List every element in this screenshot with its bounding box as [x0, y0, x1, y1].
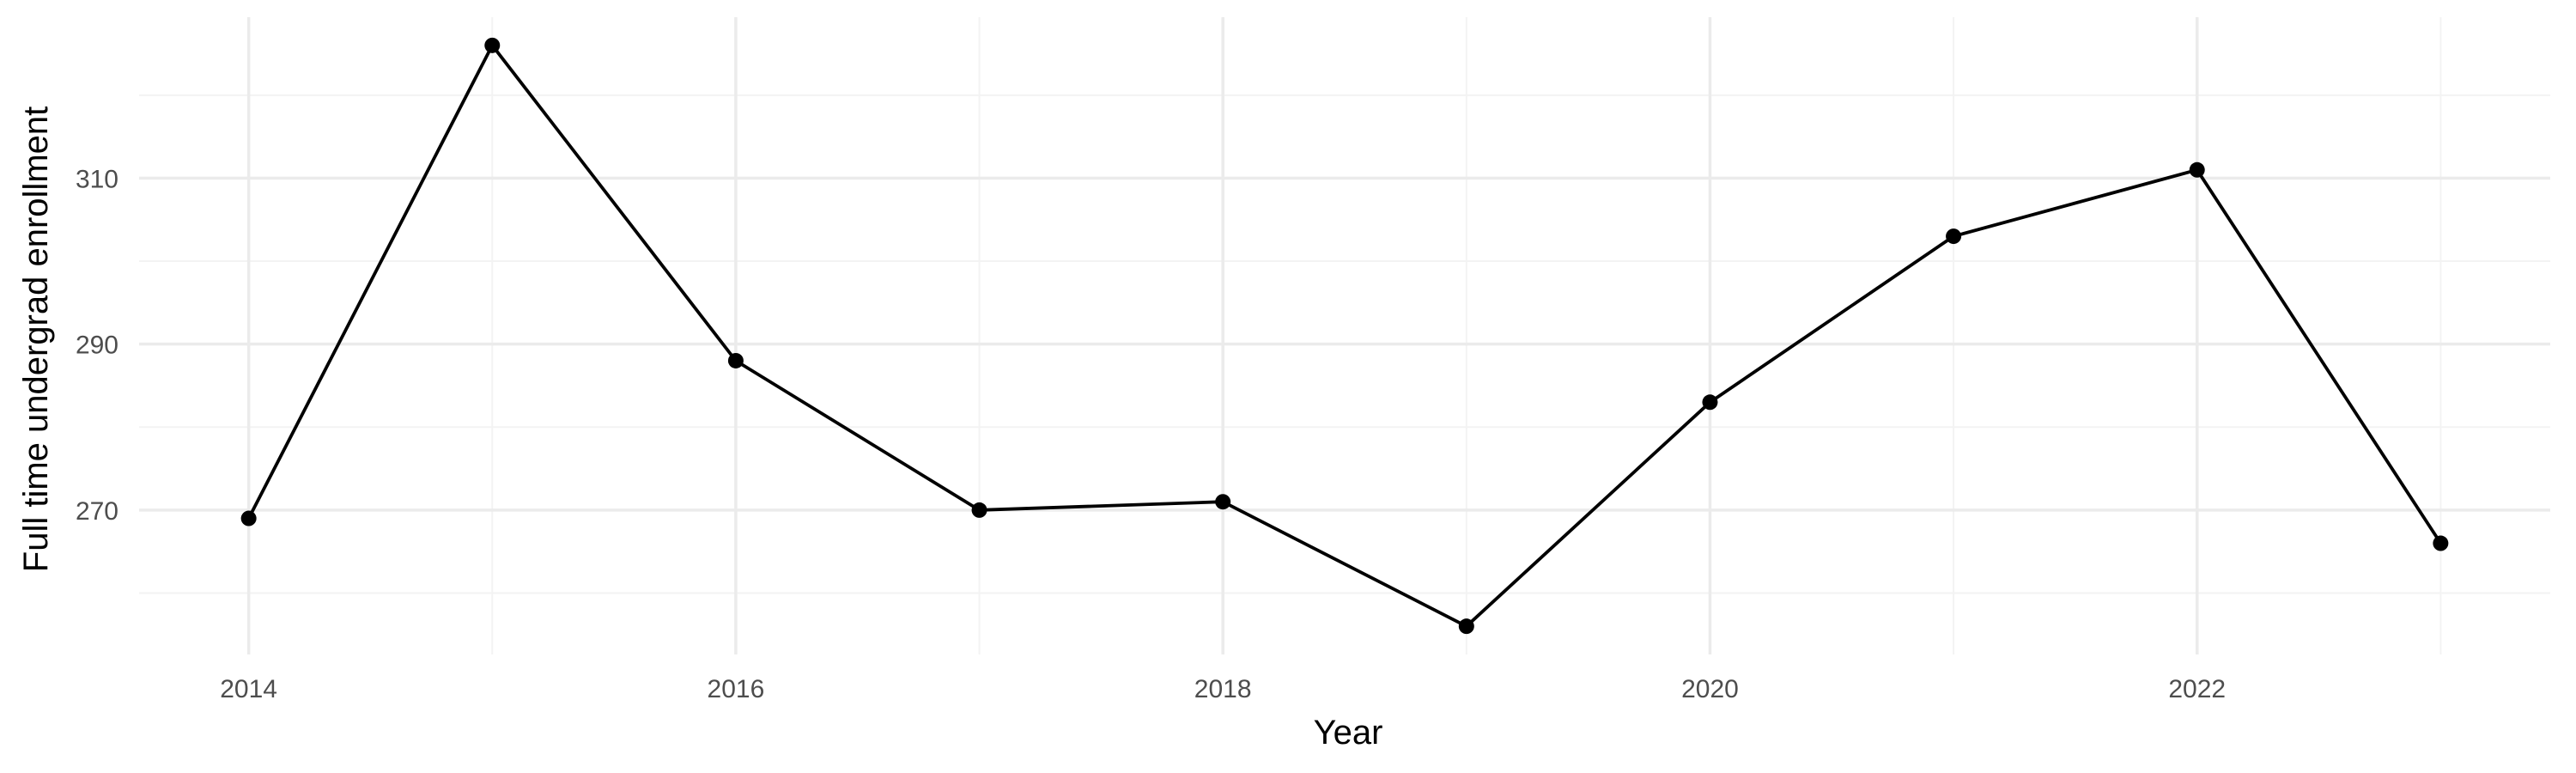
data-point-2021 — [1946, 228, 1962, 245]
data-point-2014 — [240, 510, 257, 526]
data-point-2015 — [484, 37, 501, 53]
y-axis-title: Full time undergrad enrollment — [17, 107, 55, 572]
series-line — [246, 43, 2442, 629]
y-tick-labels: 270 290 310 — [76, 165, 118, 525]
x-tick-label: 2020 — [1681, 675, 1739, 703]
data-point-2016 — [727, 352, 744, 368]
grid-lines — [139, 17, 2550, 654]
x-tick-label: 2018 — [1194, 675, 1252, 703]
y-tick-label: 270 — [76, 497, 118, 526]
x-tick-label: 2022 — [2168, 675, 2226, 703]
y-tick-label: 310 — [76, 165, 118, 193]
x-tick-labels: 2014 2016 2018 2020 2022 — [220, 675, 2226, 703]
data-point-2018 — [1215, 494, 1231, 510]
x-tick-label: 2016 — [708, 675, 765, 703]
x-axis-title: Year — [1314, 714, 1383, 752]
data-point-2023 — [2433, 535, 2449, 551]
data-point-2017 — [971, 502, 987, 518]
x-tick-label: 2014 — [220, 675, 277, 703]
data-point-2019 — [1458, 618, 1474, 635]
y-tick-label: 290 — [76, 332, 118, 360]
data-point-2020 — [1702, 394, 1718, 411]
data-point-2022 — [2189, 161, 2205, 178]
series-layer — [240, 37, 2449, 635]
